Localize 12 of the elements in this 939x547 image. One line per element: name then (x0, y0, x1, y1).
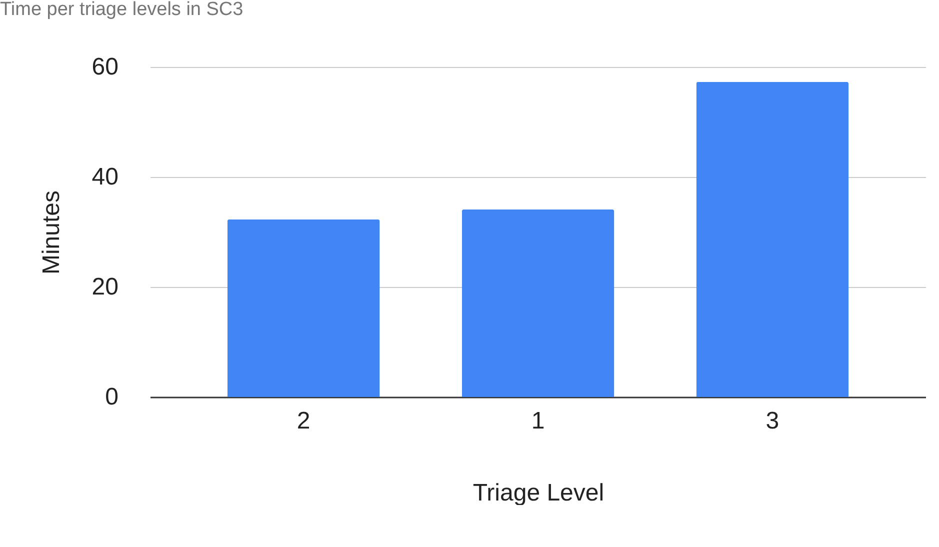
x-tick-label: 1 (531, 408, 545, 434)
y-axis-title: Minutes (38, 190, 65, 275)
y-tick-label: 20 (92, 274, 118, 300)
y-tick-label: 40 (92, 164, 118, 190)
y-tick-label: 0 (105, 384, 118, 410)
chart-title: Time per triage levels in SC3 (0, 0, 244, 20)
x-tick-label: 2 (296, 408, 310, 434)
y-tick-label: 60 (92, 54, 118, 80)
bar (696, 82, 849, 397)
bar (227, 219, 380, 397)
x-tick-label: 3 (766, 408, 780, 434)
bar (462, 209, 614, 397)
